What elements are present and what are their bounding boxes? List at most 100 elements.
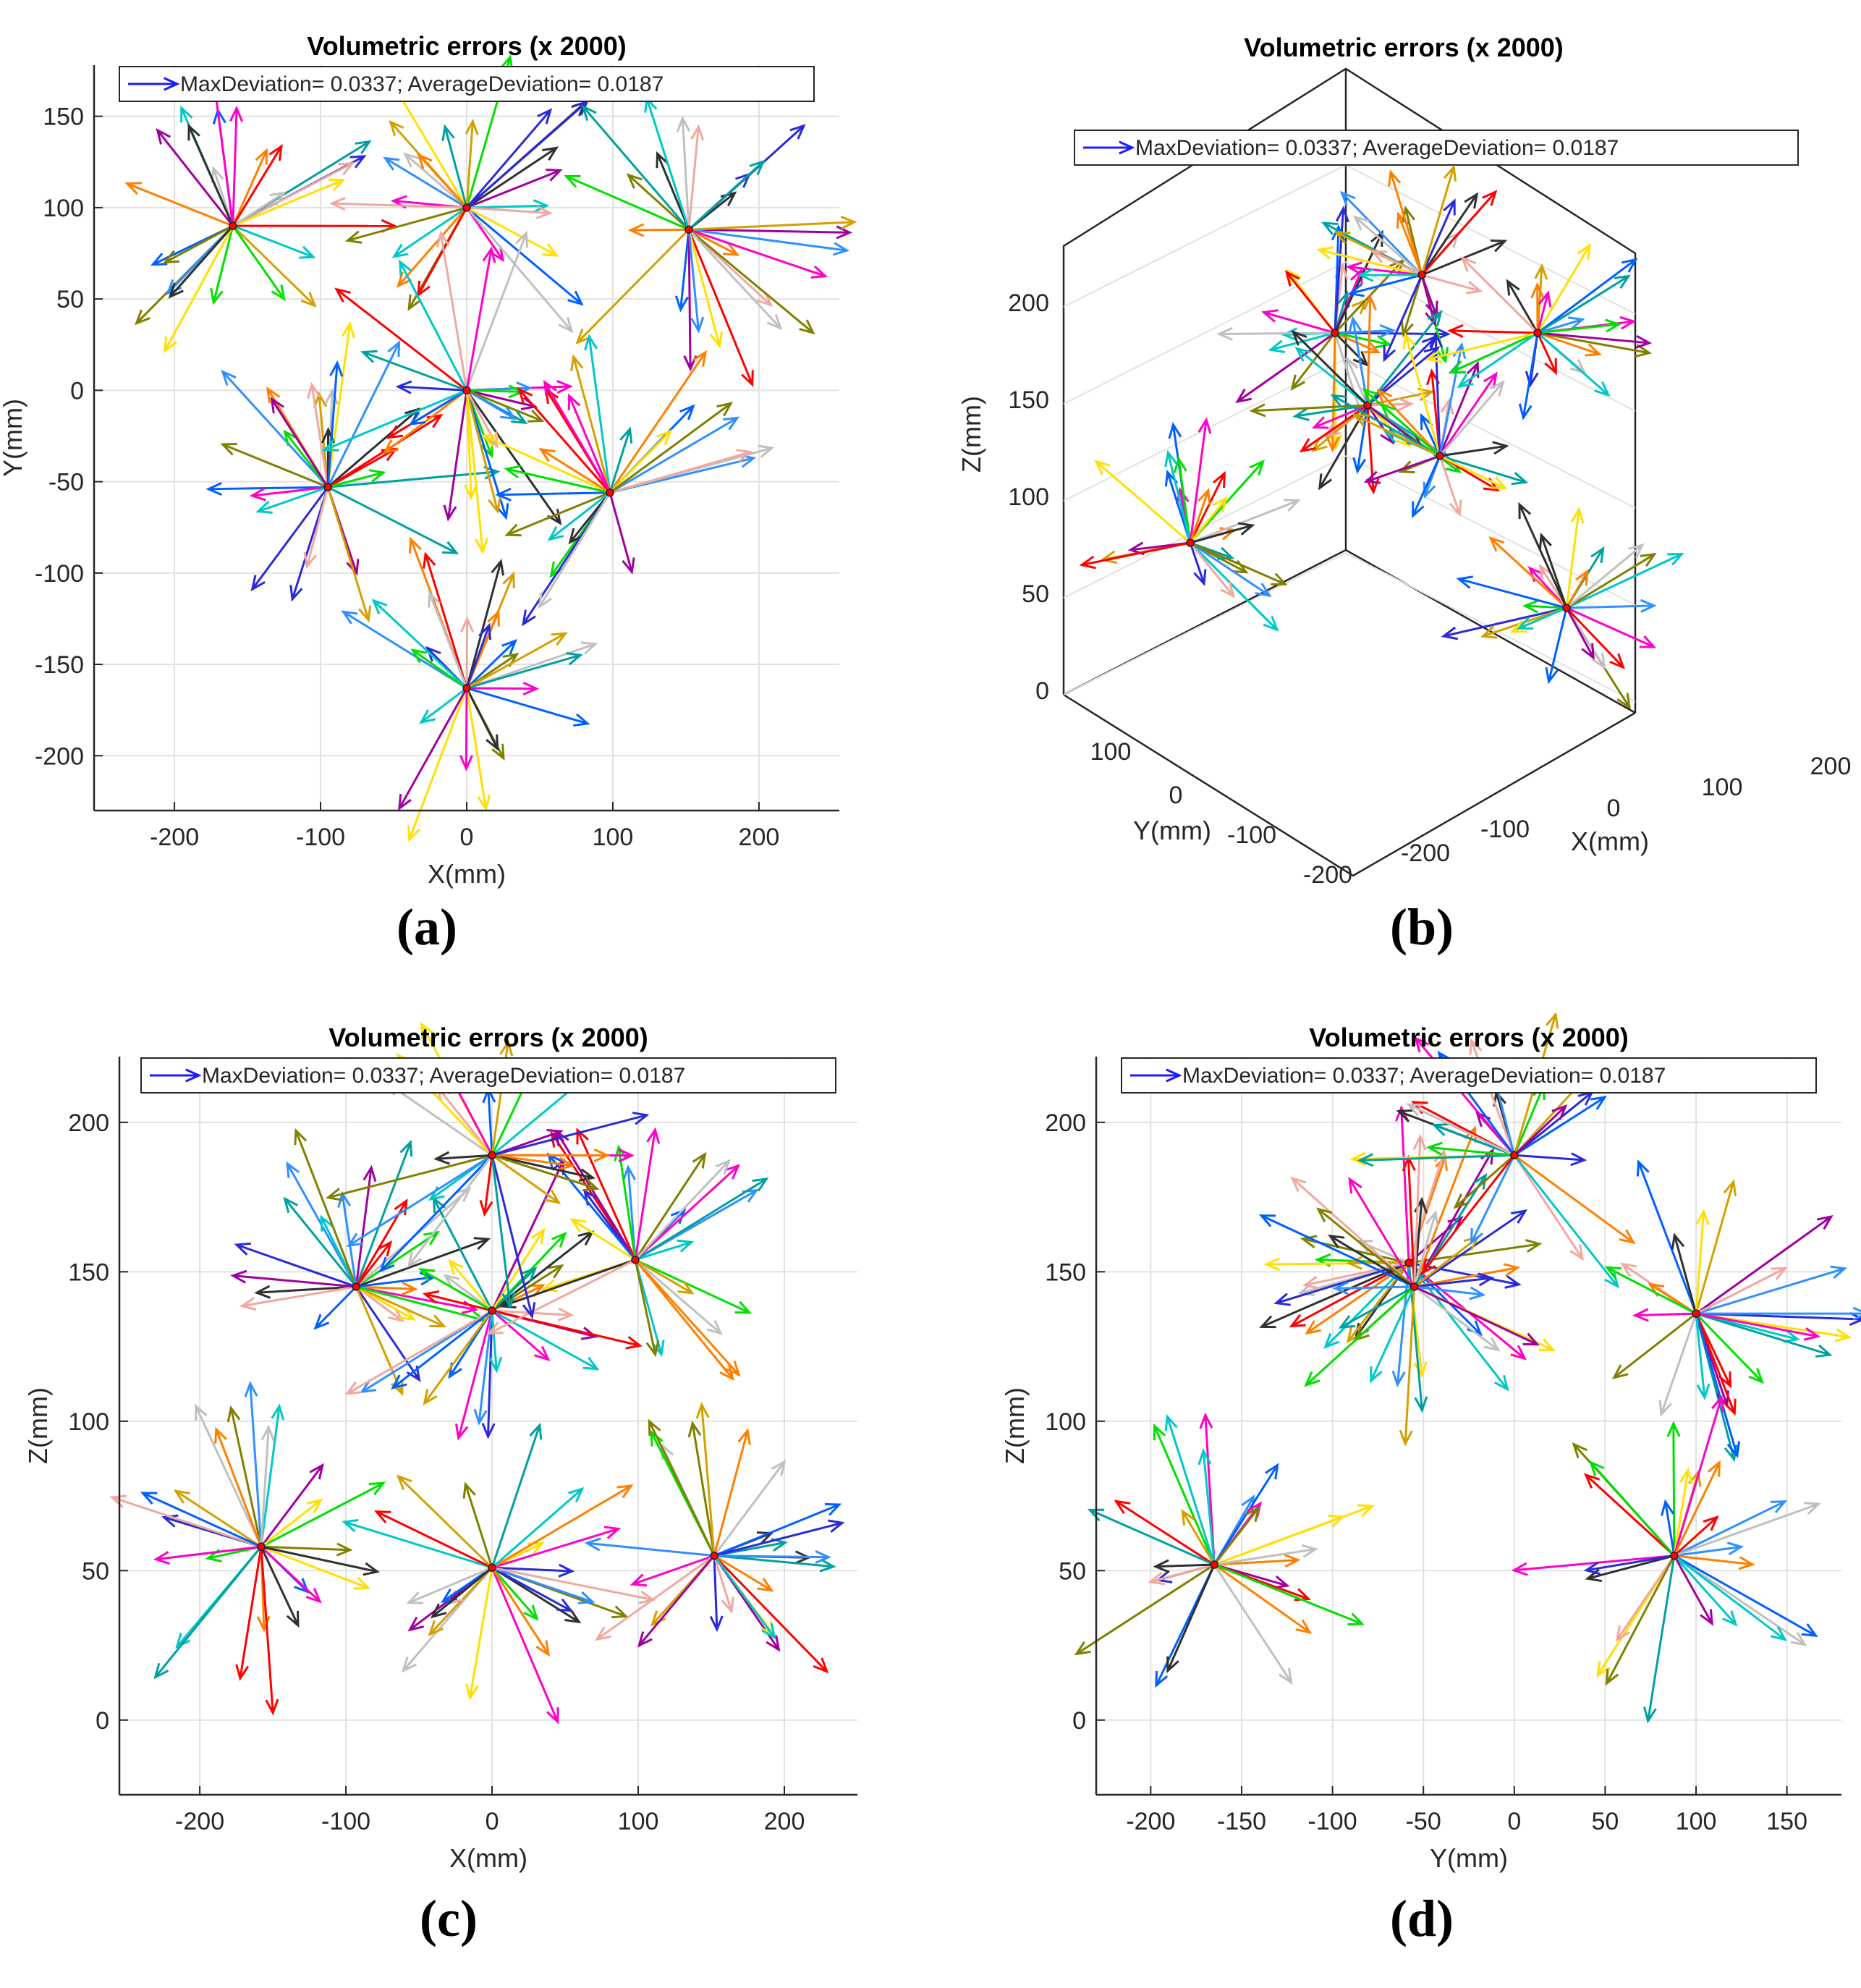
error-vector-d-2-5: [1404, 1286, 1416, 1445]
error-vector-a-2-6-head: [756, 291, 773, 308]
error-vector-d-0-11: [1182, 1510, 1216, 1565]
error-vector-a-4-12-head: [515, 230, 528, 248]
error-vector-c-5-6: [635, 1240, 692, 1261]
error-vector-b-5-3: [1537, 258, 1637, 334]
error-vector-c-1-13-head: [373, 1510, 391, 1524]
error-vector-c-2-20-head: [828, 1519, 845, 1533]
error-vector-d-4-6: [1637, 1161, 1697, 1314]
error-vector-d-2-22-head: [1412, 1133, 1427, 1151]
error-vector-a-4-18: [363, 351, 467, 392]
z-tick-label-b-4: 200: [1008, 289, 1049, 317]
error-vector-c-5-24-head: [645, 1340, 660, 1358]
error-vector-d-5-10: [1587, 1555, 1675, 1580]
error-vector-c-1-14-head: [523, 1604, 539, 1621]
error-vector-d-2-12-head: [1258, 1214, 1276, 1227]
error-vector-a-5-25-head: [538, 592, 552, 609]
error-vector-b-3-16: [1292, 331, 1369, 407]
error-vector-c-1-22: [431, 1566, 493, 1618]
error-vector-c-4-15: [423, 1310, 493, 1405]
error-vector-d-3-10-head: [1349, 1151, 1366, 1166]
error-vector-c-4-12-head: [443, 1274, 460, 1289]
error-vector-c-1-7-head: [556, 1598, 574, 1612]
error-vector-d-2-9-head: [1332, 1281, 1349, 1295]
error-vector-d-0-1-head: [1153, 1423, 1166, 1441]
error-vector-a-1-17-head: [490, 245, 505, 263]
error-vector-a-2-7-head: [836, 225, 853, 240]
error-vector-b-6-7-head: [1538, 532, 1552, 550]
error-vector-b-6-10: [1539, 565, 1568, 609]
z-grid-left-b-0: [1063, 552, 1347, 695]
error-vector-b-4-17-head: [1363, 470, 1381, 484]
legend-arrow-d-head: [1166, 1068, 1182, 1083]
error-vector-a-5-16: [609, 417, 738, 494]
error-vector-b-5-13-head: [1460, 255, 1477, 272]
error-vector-a-6-6-head: [580, 641, 598, 655]
error-vector-a-4-4-head: [334, 287, 351, 303]
error-vector-c-1-14: [491, 1567, 538, 1620]
error-vector-a-1-3-head: [396, 271, 412, 288]
error-vector-a-5-18: [506, 468, 611, 494]
error-vector-d-5-25-head: [1804, 1502, 1821, 1515]
error-vector-a-6-0: [465, 640, 517, 689]
error-vector-a-5-14-head: [622, 557, 635, 575]
error-vector-c-5-14: [555, 1131, 637, 1261]
error-vector-b-0-3: [1189, 497, 1227, 543]
error-vector-b-5-16: [1537, 318, 1583, 334]
error-vector-c-4-21: [420, 1268, 493, 1312]
error-vector-a-5-14: [609, 492, 633, 572]
error-vector-b-6-21: [1566, 553, 1656, 609]
error-vector-a-0-4-head: [229, 105, 244, 122]
error-vector-d-4-21: [1606, 1266, 1697, 1315]
error-vector-d-2-18: [1413, 1212, 1437, 1287]
error-vector-c-4-22: [391, 1309, 493, 1389]
error-vector-d-5-23-head: [1708, 1460, 1721, 1477]
error-vector-b-3-2-head: [1311, 436, 1328, 452]
error-vector-a-1-10-head: [546, 169, 563, 182]
error-vector-a-3-0: [327, 408, 420, 488]
error-vector-d-4-19-head: [1852, 1306, 1861, 1321]
error-vector-a-3-6: [221, 371, 329, 488]
back-walls-outline-b: [1062, 67, 1637, 713]
error-vector-c-2-12: [713, 1503, 840, 1557]
error-vector-c-6-5: [327, 1154, 493, 1199]
error-vector-d-1-1: [1400, 1107, 1410, 1264]
error-vector-a-6-7-head: [486, 734, 499, 752]
error-vector-a-2-5: [576, 229, 690, 344]
error-vector-c-2-12-head: [824, 1502, 842, 1516]
error-vector-b-6-8: [1443, 606, 1567, 638]
error-vector-c-4-7: [449, 1260, 493, 1311]
error-vector-a-5-13-head: [736, 449, 753, 462]
measurement-point-a-2: [684, 225, 693, 234]
error-vector-a-2-1-head: [626, 173, 643, 189]
error-vector-b-4-6: [1420, 415, 1441, 457]
chart-title-b: Volumetric errors (x 2000): [1244, 33, 1564, 62]
error-vector-a-6-15: [412, 649, 467, 690]
error-vector-d-5-16: [1674, 1545, 1742, 1557]
legend-box-c: [140, 1057, 836, 1094]
error-vector-c-5-18: [617, 1146, 637, 1261]
error-vector-a-6-11-head: [398, 794, 412, 811]
error-vector-d-2-8: [1340, 1285, 1415, 1329]
error-vector-c-0-4: [260, 1546, 321, 1603]
error-vector-b-3-7-head: [1299, 438, 1316, 453]
error-vector-c-0-14-head: [153, 1662, 169, 1680]
error-vector-c-4-9: [491, 1309, 598, 1371]
error-vector-b-0-20: [1189, 419, 1208, 543]
error-vector-d-5-22: [1673, 1555, 1786, 1641]
error-vector-d-0-12-head: [1148, 1571, 1166, 1586]
error-vector-a-1-4-head: [407, 294, 422, 311]
error-vector-b-5-16-head: [1567, 316, 1585, 330]
error-vector-c-3-21: [284, 1198, 357, 1287]
error-vector-b-6-3-head: [1667, 552, 1684, 566]
error-vector-b-3-0-head: [1318, 473, 1332, 491]
error-vector-a-4-1: [466, 389, 535, 408]
error-vector-d-4-21-head: [1604, 1266, 1622, 1279]
error-vector-a-4-17-head: [443, 504, 457, 522]
error-vector-c-3-21-head: [283, 1196, 299, 1214]
error-vector-b-3-17: [1367, 347, 1439, 407]
error-vector-d-2-25-head: [1469, 1286, 1486, 1300]
error-vector-b-2-22: [1372, 250, 1423, 276]
error-vector-d-5-0-head: [1770, 1500, 1788, 1514]
error-vector-a-0-13: [156, 130, 234, 227]
error-vector-b-5-10: [1506, 280, 1539, 334]
